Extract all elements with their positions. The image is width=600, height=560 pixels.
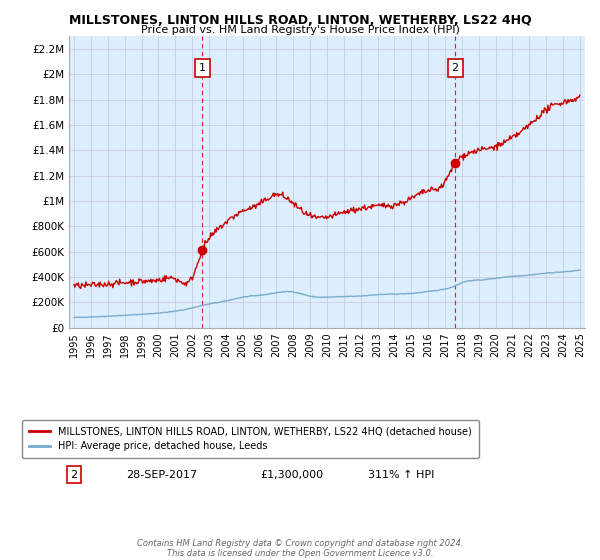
Legend: MILLSTONES, LINTON HILLS ROAD, LINTON, WETHERBY, LS22 4HQ (detached house), HPI:: MILLSTONES, LINTON HILLS ROAD, LINTON, W… bbox=[22, 420, 479, 458]
Text: 280% ↑ HPI: 280% ↑ HPI bbox=[368, 444, 435, 454]
Text: MILLSTONES, LINTON HILLS ROAD, LINTON, WETHERBY, LS22 4HQ: MILLSTONES, LINTON HILLS ROAD, LINTON, W… bbox=[68, 14, 532, 27]
Text: 1: 1 bbox=[71, 444, 77, 454]
Text: Contains HM Land Registry data © Crown copyright and database right 2024.
This d: Contains HM Land Registry data © Crown c… bbox=[137, 539, 463, 558]
Text: Price paid vs. HM Land Registry's House Price Index (HPI): Price paid vs. HM Land Registry's House … bbox=[140, 25, 460, 35]
Text: 22-AUG-2002: 22-AUG-2002 bbox=[126, 444, 200, 454]
Text: 311% ↑ HPI: 311% ↑ HPI bbox=[368, 470, 434, 480]
Text: £611,000: £611,000 bbox=[260, 444, 313, 454]
Text: 28-SEP-2017: 28-SEP-2017 bbox=[126, 470, 197, 480]
Text: 1: 1 bbox=[199, 63, 206, 73]
Text: £1,300,000: £1,300,000 bbox=[260, 470, 323, 480]
Text: 2: 2 bbox=[452, 63, 459, 73]
Text: 2: 2 bbox=[71, 470, 78, 480]
